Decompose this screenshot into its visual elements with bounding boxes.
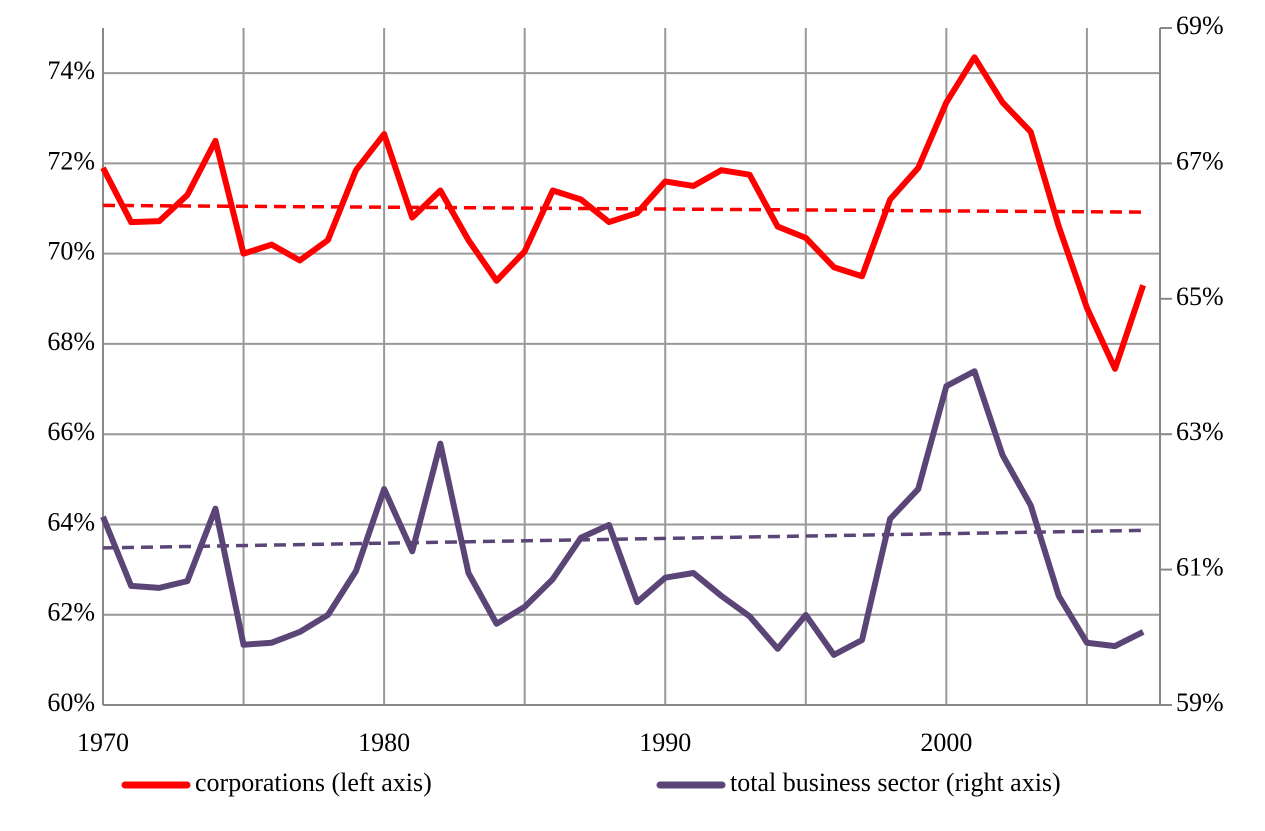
y2-tick-label: 69% xyxy=(1176,11,1224,40)
y-tick-label: 60% xyxy=(47,688,95,717)
x-tick-label: 1990 xyxy=(639,728,691,757)
trend-line xyxy=(102,203,1144,214)
y2-tick-label: 63% xyxy=(1176,417,1224,446)
y-tick-label: 68% xyxy=(47,327,95,356)
y-tick-label: 72% xyxy=(47,146,95,175)
trend-line xyxy=(102,528,1144,550)
x-tick-label: 1980 xyxy=(358,728,410,757)
y2-tick-label: 59% xyxy=(1176,688,1224,717)
y-tick-label: 70% xyxy=(47,237,95,266)
y-tick-label: 74% xyxy=(47,56,95,85)
legend-label: total business sector (right axis) xyxy=(730,768,1061,797)
y-tick-label: 62% xyxy=(47,598,95,627)
y2-tick-label: 65% xyxy=(1176,282,1224,311)
y-tick-label: 64% xyxy=(47,507,95,536)
series-line xyxy=(100,368,1145,658)
x-tick-label: 1970 xyxy=(77,728,129,757)
x-tick-label: 2000 xyxy=(920,728,972,757)
y2-tick-label: 67% xyxy=(1176,146,1224,175)
y2-tick-label: 61% xyxy=(1176,553,1224,582)
y-tick-label: 66% xyxy=(47,417,95,446)
legend-label: corporations (left axis) xyxy=(195,768,432,797)
series-line xyxy=(100,54,1146,372)
